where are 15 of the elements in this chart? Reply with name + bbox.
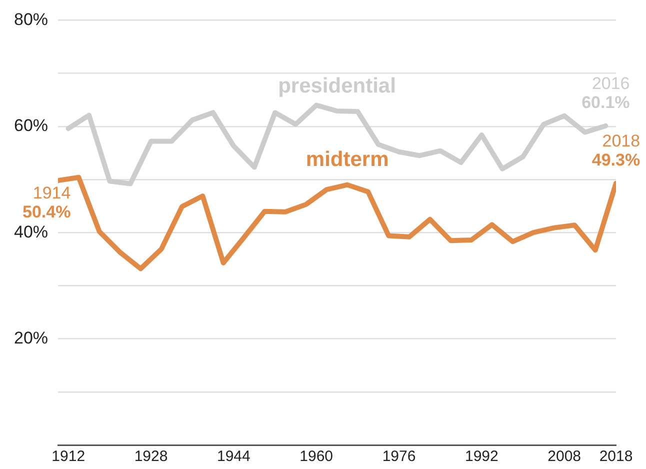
x-tick-label: 2008 (548, 448, 582, 466)
y-tick-label: 80% (14, 10, 48, 29)
x-tick-label: 1912 (52, 448, 86, 466)
x-tick-label: 1928 (134, 448, 168, 466)
x-tick-label: 2018 (599, 448, 633, 466)
x-tick-label: 1944 (216, 448, 250, 466)
annotation: 1914 50.4% (22, 184, 71, 222)
x-tick-label: 1960 (300, 448, 334, 466)
x-tick-label: 1976 (382, 448, 416, 466)
y-tick-label: 20% (14, 328, 48, 348)
y-tick-label: 60% (14, 116, 48, 136)
series-label: midterm (306, 148, 389, 172)
y-tick-label: 40% (14, 222, 48, 242)
annotation: 2018 49.3% (592, 131, 640, 170)
x-tick-label: 1992 (464, 448, 498, 466)
